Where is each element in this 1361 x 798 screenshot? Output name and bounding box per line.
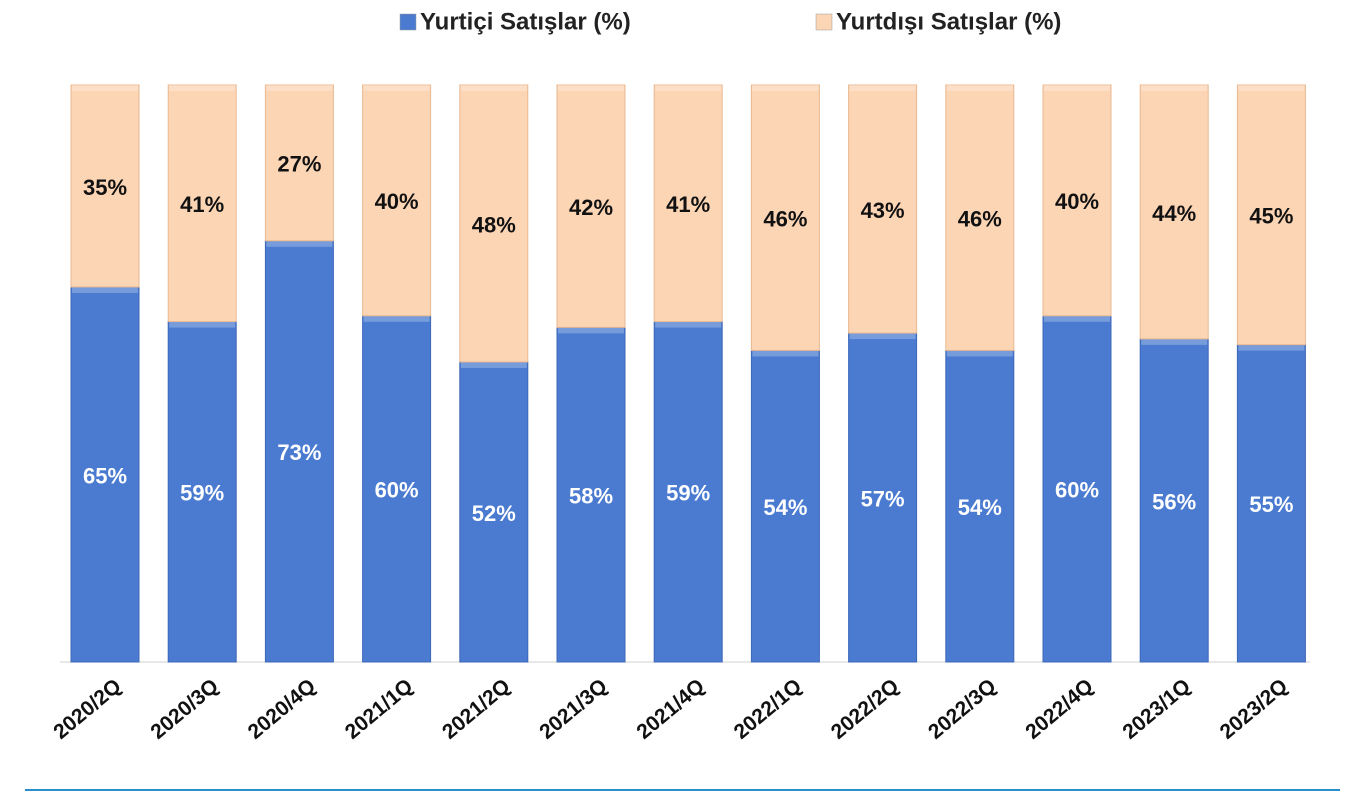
x-tick-label: 2023/2Q (1216, 674, 1293, 743)
data-label: 73% (277, 440, 321, 465)
bar-bevel (849, 85, 916, 91)
bar-segment (848, 84, 918, 334)
bar-bevel (460, 85, 527, 91)
data-label: 52% (472, 501, 516, 526)
bar-bevel (1238, 344, 1305, 351)
bar-bevel (1044, 315, 1110, 322)
bar-segment (459, 361, 529, 663)
bar-segment (459, 84, 529, 363)
x-tick-label: 2023/1Q (1118, 674, 1195, 743)
data-label: 48% (472, 212, 516, 237)
data-label: 42% (569, 195, 613, 220)
bar-segment (264, 84, 334, 242)
bar-bevel (946, 350, 1013, 357)
legend-label: Yurtdışı Satışlar (%) (836, 8, 1061, 35)
bar-bevel (946, 85, 1013, 91)
bar-segment (264, 240, 334, 663)
data-label: 40% (1055, 189, 1099, 214)
data-label: 59% (180, 481, 224, 506)
data-label: 58% (569, 483, 613, 508)
data-label: 44% (1152, 201, 1196, 226)
x-tick-label: 2021/4Q (632, 674, 709, 743)
bar-bevel (363, 315, 430, 322)
data-label: 60% (375, 478, 419, 503)
bar-bevel (752, 85, 819, 91)
data-label: 60% (1055, 478, 1099, 503)
bar-segment (70, 84, 140, 288)
legend-swatch (399, 13, 417, 31)
bar-bevel (752, 350, 819, 357)
bar-segment (1139, 84, 1209, 340)
data-label: 54% (958, 495, 1002, 520)
data-label: 41% (180, 192, 224, 217)
bar-bevel (169, 321, 236, 328)
bar-segment (362, 84, 432, 317)
x-tick-label: 2022/3Q (924, 674, 1001, 743)
data-label: 35% (83, 175, 127, 200)
bar-segment (848, 332, 918, 663)
x-tick-label: 2021/2Q (438, 674, 515, 743)
data-label: 46% (763, 207, 807, 232)
bar-segment (167, 84, 237, 323)
x-tick-label: 2022/2Q (827, 674, 904, 743)
bar-segment (556, 326, 626, 663)
data-label: 45% (1249, 204, 1293, 229)
bar-segment (1236, 84, 1306, 346)
bar-bevel (558, 327, 624, 334)
bar-segment (1042, 84, 1112, 317)
bar-bevel (1141, 338, 1208, 345)
x-tick-label: 2022/1Q (730, 674, 807, 743)
bar-segment (653, 84, 723, 323)
bar-bevel (1141, 85, 1208, 91)
bar-segment (70, 286, 140, 663)
x-tick-label: 2021/1Q (341, 674, 418, 743)
bar-bevel (266, 85, 333, 91)
bar-segment (1042, 315, 1112, 663)
bar-segment (945, 349, 1015, 663)
bar-segment (750, 84, 820, 351)
data-label: 27% (277, 152, 321, 177)
x-tick-label: 2020/4Q (244, 674, 321, 743)
data-label: 46% (958, 207, 1002, 232)
bar-segment (167, 321, 237, 663)
x-tick-label: 2022/4Q (1021, 674, 1098, 743)
legend-label: Yurtiçi Satışlar (%) (420, 8, 631, 35)
bar-segment (1139, 338, 1209, 663)
bar-segment (556, 84, 626, 328)
data-label: 40% (375, 189, 419, 214)
data-label: 54% (763, 495, 807, 520)
legend-swatch (815, 13, 833, 31)
bar-bevel (363, 85, 430, 91)
bar-segment (945, 84, 1015, 351)
bar-bevel (169, 85, 236, 91)
bar-segment (750, 349, 820, 663)
data-label: 59% (666, 481, 710, 506)
data-label: 41% (666, 192, 710, 217)
bar-bevel (1044, 85, 1110, 91)
bar-bevel (1238, 85, 1305, 91)
bar-bevel (72, 286, 138, 293)
bar-bevel (72, 85, 138, 91)
bar-segment (1236, 344, 1306, 663)
bar-bevel (849, 333, 916, 340)
x-tick-label: 2020/3Q (146, 674, 223, 743)
data-label: 55% (1249, 492, 1293, 517)
bar-bevel (266, 240, 333, 247)
bar-bevel (655, 85, 722, 91)
x-tick-label: 2021/3Q (535, 674, 612, 743)
bar-bevel (558, 85, 624, 91)
bar-segment (362, 315, 432, 663)
data-label: 57% (861, 486, 905, 511)
data-label: 56% (1152, 489, 1196, 514)
bar-segment (653, 321, 723, 663)
bar-bevel (460, 361, 527, 368)
data-label: 43% (861, 198, 905, 223)
x-tick-label: 2020/2Q (49, 674, 126, 743)
bar-bevel (655, 321, 722, 328)
data-label: 65% (83, 463, 127, 488)
